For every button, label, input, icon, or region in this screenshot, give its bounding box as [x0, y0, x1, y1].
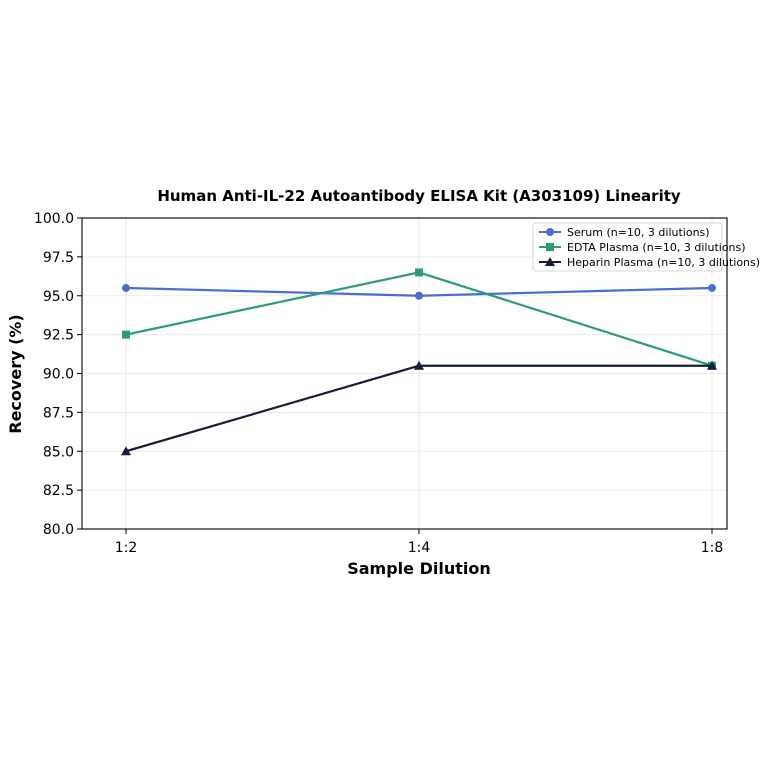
data-point: [414, 360, 424, 370]
legend-item: Serum (n=10, 3 dilutions): [539, 226, 710, 239]
data-point: [707, 360, 717, 370]
data-point: [415, 291, 423, 300]
legend-label: EDTA Plasma (n=10, 3 dilutions): [567, 241, 746, 254]
legend-item: EDTA Plasma (n=10, 3 dilutions): [539, 241, 746, 254]
y-tick-label: 85.0: [43, 444, 74, 460]
legend-label: Serum (n=10, 3 dilutions): [567, 226, 710, 239]
data-point: [122, 283, 130, 292]
data-point: [415, 268, 423, 277]
y-tick-label: 95.0: [43, 289, 74, 305]
y-tick-label: 82.5: [43, 483, 74, 499]
y-tick-label: 97.5: [43, 250, 74, 266]
legend: Serum (n=10, 3 dilutions) EDTA Plasma (n=…: [532, 222, 760, 272]
y-tick-label: 90.0: [43, 367, 74, 383]
data-point: [122, 330, 130, 339]
x-tick-label: 1:8: [701, 540, 724, 556]
series-0: [122, 283, 716, 300]
x-tick-label: 1:2: [115, 540, 138, 556]
x-axis: 1:2 1:4 1:8: [115, 529, 724, 556]
data-point: [708, 283, 716, 292]
legend-label: Heparin Plasma (n=10, 3 dilutions): [567, 256, 760, 269]
series-layer: [121, 268, 717, 456]
legend-marker: [545, 257, 555, 266]
chart-title: Human Anti-IL-22 Autoantibody ELISA Kit …: [157, 187, 681, 205]
y-tick-label: 92.5: [43, 328, 74, 344]
y-axis-label: Recovery (%): [6, 314, 25, 433]
y-axis: 80.0 82.5 85.0 87.5 90.0 92.5 95.0 97.5 100.0: [34, 211, 82, 538]
x-axis-label: Sample Dilution: [347, 559, 491, 578]
y-tick-label: 100.0: [34, 211, 74, 227]
series-2: [121, 360, 717, 456]
data-point: [121, 446, 131, 456]
legend-item: Heparin Plasma (n=10, 3 dilutions): [539, 256, 760, 269]
legend-marker: [546, 228, 554, 236]
x-tick-label: 1:4: [408, 540, 431, 556]
y-tick-label: 87.5: [43, 405, 74, 421]
y-tick-label: 80.0: [43, 522, 74, 538]
legend-box: [532, 222, 723, 272]
legend-marker: [546, 243, 554, 251]
